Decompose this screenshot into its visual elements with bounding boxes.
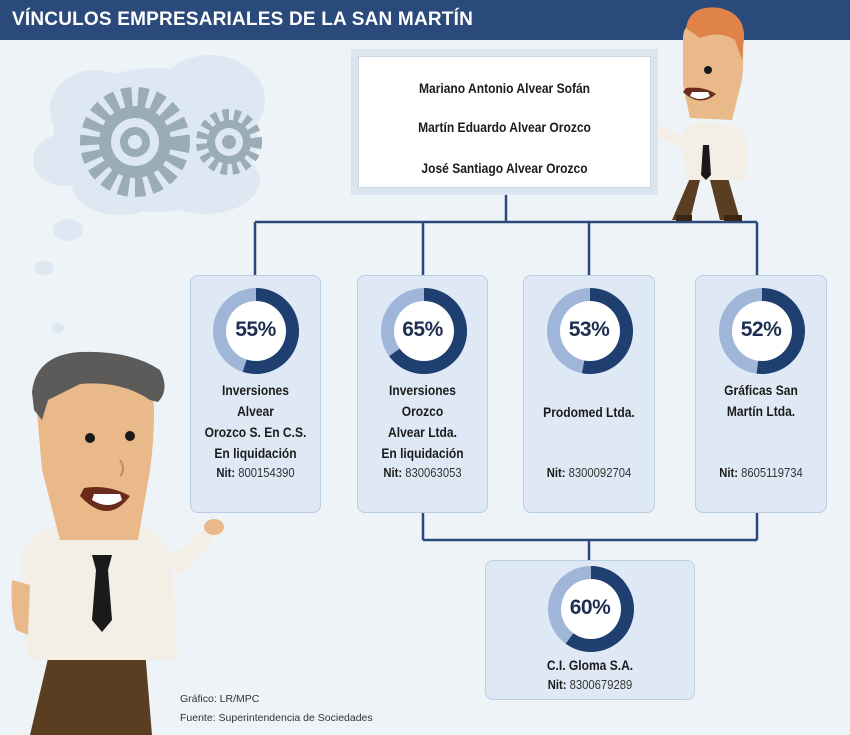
nit: Nit: 8300679289 — [496, 678, 683, 692]
gears-icon — [80, 87, 262, 197]
org-connectors — [253, 195, 759, 560]
company-card-ci-gloma: 60% C.I. Gloma S.A. Nit: 8300679289 — [485, 560, 695, 700]
nit-label: Nit: — [216, 466, 236, 480]
donut-hole — [394, 301, 454, 361]
company-name: Gráficas San Martín Ltda. — [709, 380, 814, 422]
company-card-graficas-san-martin: 52% Gráficas San Martín Ltda. Nit: 86051… — [695, 275, 827, 513]
donut-chart — [213, 288, 299, 374]
percent-label: 60% — [569, 596, 611, 619]
company-name-line: Alvear Ltda. — [388, 424, 457, 440]
company-name: Inversiones Alvear Orozco S. En C.S. En … — [203, 380, 307, 464]
company-card-inversiones-alvear: 55% Inversiones Alvear Orozco S. En C.S.… — [190, 275, 321, 513]
credit-fuente: Fuente: Superintendencia de Sociedades — [180, 712, 373, 724]
owners-box: Mariano Antonio Alvear Sofán Martín Edua… — [351, 49, 658, 195]
donut-hole — [561, 579, 621, 639]
nit-value: 830063053 — [405, 466, 462, 480]
company-name-line: Inversiones Orozco — [389, 382, 456, 419]
nit: Nit: 8605119734 — [703, 466, 820, 480]
company-name-line: C.I. Gloma S.A. — [546, 657, 634, 673]
donut-hole — [732, 301, 792, 361]
company-name-line: Inversiones Alvear — [222, 382, 289, 419]
owner-name: Martín Eduardo Alvear Orozco — [418, 119, 591, 135]
company-name-line: Gráficas San — [724, 382, 798, 398]
company-name: Inversiones Orozco Alvear Ltda. En liqui… — [370, 380, 474, 464]
donut-chart — [719, 288, 805, 374]
donut-chart — [547, 288, 633, 374]
percent-label: 55% — [235, 318, 276, 341]
donut-chart — [548, 566, 634, 652]
presenter-man-large-icon — [11, 351, 224, 735]
nit-value: 8300092704 — [568, 466, 632, 480]
company-name-line: En liquidación — [381, 445, 464, 461]
nit-value: 8300679289 — [569, 678, 633, 692]
nit: Nit: 800154390 — [197, 466, 313, 480]
credit-grafico: Gráfico: LR/MPC — [180, 693, 260, 705]
company-name: Prodomed Ltda. — [537, 402, 642, 423]
nit: Nit: 830063053 — [364, 466, 480, 480]
nit-value: 8605119734 — [741, 466, 803, 480]
company-name-line: En liquidación — [214, 445, 297, 461]
donut-chart — [381, 288, 467, 374]
owner-name: Mariano Antonio Alvear Sofán — [418, 80, 591, 96]
donut-hole — [560, 301, 620, 361]
nit-value: 800154390 — [238, 466, 295, 480]
percent-label: 65% — [402, 318, 443, 341]
percent-label: 53% — [568, 318, 610, 341]
company-name-line: Martín Ltda. — [726, 403, 796, 419]
percent-label: 52% — [740, 318, 782, 341]
nit-label: Nit: — [547, 678, 567, 692]
presenter-man-small-icon — [637, 7, 748, 221]
nit-label: Nit: — [546, 466, 566, 480]
nit-label: Nit: — [383, 466, 403, 480]
company-name-line: Prodomed Ltda. — [543, 404, 635, 420]
company-card-inversiones-orozco: 65% Inversiones Orozco Alvear Ltda. En l… — [357, 275, 488, 513]
company-name-line: Orozco S. En C.S. — [204, 424, 307, 440]
donut-hole — [226, 301, 286, 361]
company-card-prodomed: 53% Prodomed Ltda. Nit: 8300092704 — [523, 275, 655, 513]
owner-name: José Santiago Alvear Orozco — [421, 160, 588, 176]
company-name: C.I. Gloma S.A. — [504, 655, 676, 676]
nit-label: Nit: — [719, 466, 738, 480]
page-title: VÍNCULOS EMPRESARIALES DE LA SAN MARTÍN — [12, 9, 474, 30]
nit: Nit: 8300092704 — [531, 466, 648, 480]
